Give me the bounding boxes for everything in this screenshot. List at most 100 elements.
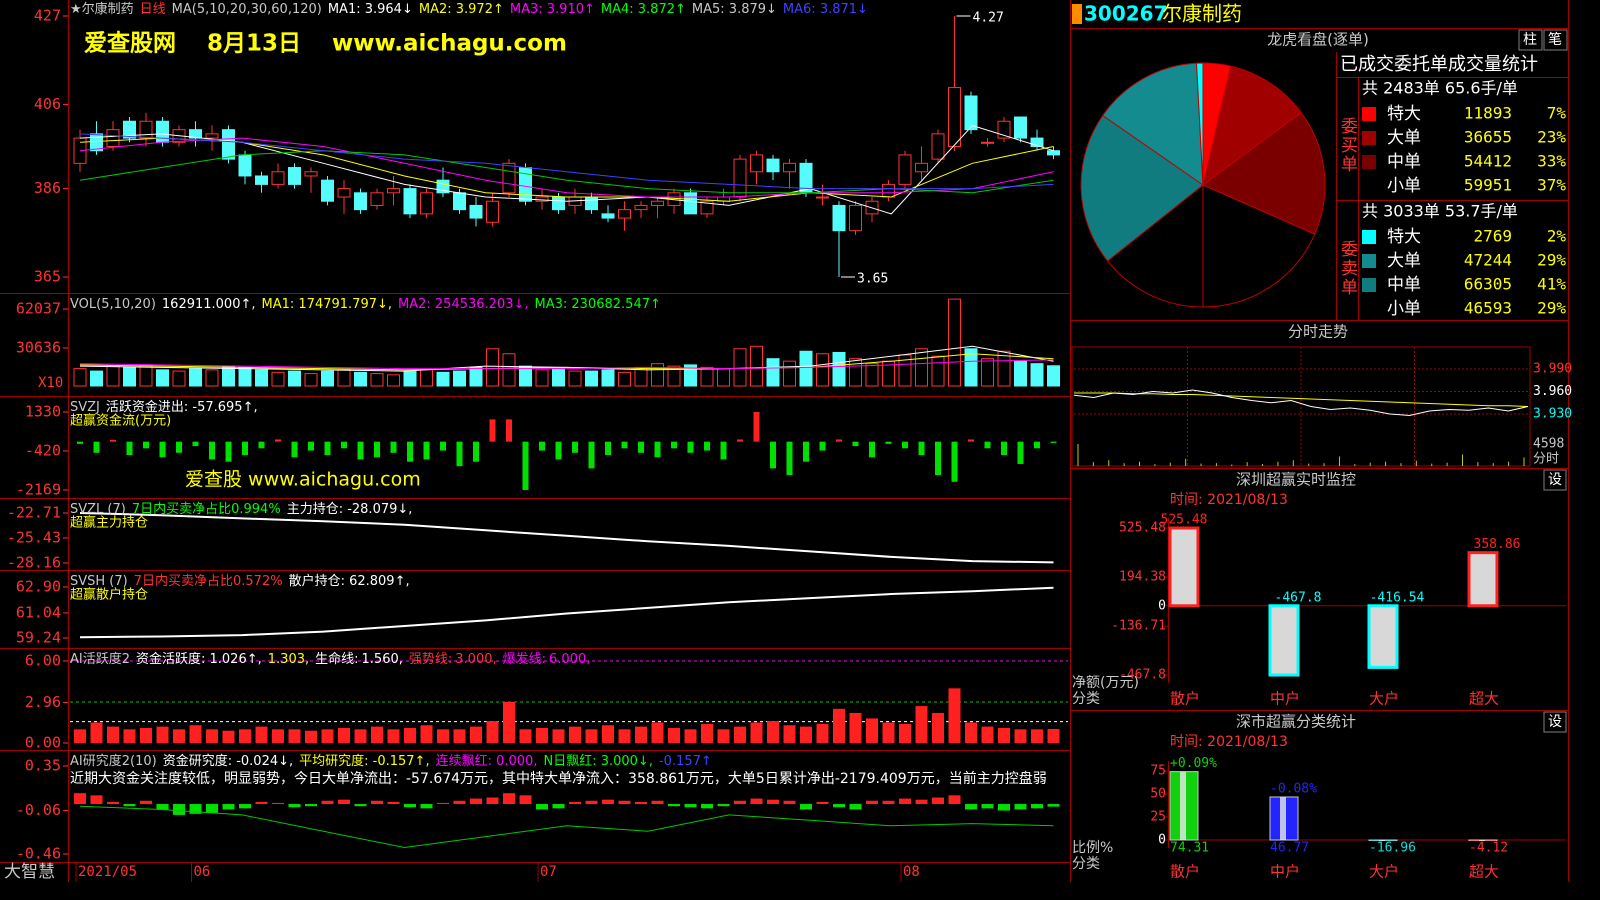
tab-button[interactable] xyxy=(1543,29,1568,51)
flow-bar xyxy=(209,441,215,460)
header-item: AI活跃度2 xyxy=(70,651,130,667)
flow-bar xyxy=(407,441,413,462)
candle-body xyxy=(1014,116,1027,139)
group-label: 委卖单 xyxy=(1337,240,1358,297)
y-tick-label: -28.16 xyxy=(7,554,61,572)
flow-bar xyxy=(423,441,430,460)
candle-body xyxy=(205,133,219,139)
research-bar xyxy=(239,804,251,809)
activity-bar xyxy=(288,729,301,743)
settings-button[interactable] xyxy=(1543,469,1567,491)
header-item: MA5: 3.879↓ xyxy=(692,2,777,17)
volume-bar xyxy=(832,351,846,387)
candle-body xyxy=(750,154,763,173)
research-bar xyxy=(899,798,911,805)
activity-bar xyxy=(816,723,829,743)
header-item: 1.303, xyxy=(268,652,309,667)
row-pct: 33% xyxy=(1537,152,1566,171)
settings-button[interactable] xyxy=(1543,711,1567,733)
volume-bar xyxy=(1047,365,1060,387)
research-bar xyxy=(552,804,565,809)
volume-bar xyxy=(915,348,928,387)
activity-bar xyxy=(602,725,614,743)
volume-bar xyxy=(997,350,1011,387)
activity-bar xyxy=(833,708,845,743)
settings-button-label[interactable]: 设 xyxy=(1548,714,1562,730)
research-bar xyxy=(750,798,763,805)
volume-bar xyxy=(816,353,829,387)
research-bar xyxy=(189,804,202,814)
header-item: 资金活跃度: 1.026↑, xyxy=(136,651,262,667)
tab-button-label[interactable]: 笔 xyxy=(1548,32,1562,48)
research-bar xyxy=(206,804,218,813)
row-volume: 54412 xyxy=(1464,152,1512,171)
research-bar xyxy=(651,800,664,805)
row-volume: 11893 xyxy=(1464,104,1512,123)
research-bar xyxy=(255,801,268,805)
section-title: 分时走势 xyxy=(1288,323,1348,341)
row-name: 特大 xyxy=(1387,227,1421,247)
activity-bar xyxy=(552,729,565,743)
activity-bar xyxy=(272,729,284,743)
volume-bar xyxy=(931,355,945,387)
row-volume: 2769 xyxy=(1473,227,1512,246)
ratio-value-label: -4.12 xyxy=(1469,841,1508,856)
flow-bar xyxy=(737,439,743,442)
y-tick-label: 75 xyxy=(1150,764,1166,779)
flow-bar xyxy=(473,441,479,462)
flow-bar xyxy=(902,441,908,449)
bar-value-label: -467.8 xyxy=(1275,590,1322,605)
candle-body xyxy=(222,129,235,160)
flow-bar xyxy=(1001,441,1007,456)
activity-bar xyxy=(189,725,202,743)
flow-bar xyxy=(572,441,578,453)
research-bar xyxy=(371,800,383,805)
tab-button-label[interactable]: 柱 xyxy=(1523,32,1537,48)
volume-bar xyxy=(73,368,87,387)
volume-bar xyxy=(552,368,565,387)
settings-button-label[interactable]: 设 xyxy=(1548,472,1562,488)
legend-swatch xyxy=(1362,107,1376,121)
activity-bar xyxy=(519,729,532,743)
research-bar xyxy=(783,800,796,805)
activity-bar xyxy=(140,727,152,743)
activity-bar xyxy=(651,722,664,743)
volume-bar xyxy=(304,373,318,387)
research-bar xyxy=(1031,804,1043,809)
candle-body xyxy=(370,192,384,206)
y-tick-label: 30636 xyxy=(16,338,61,356)
row-name: 特大 xyxy=(1387,104,1421,124)
legend-swatch xyxy=(1362,230,1376,244)
candle-body xyxy=(816,196,829,199)
flow-bar xyxy=(242,441,248,456)
net-bar xyxy=(1367,604,1399,669)
research-bar xyxy=(387,801,400,805)
panel-header: VOL(5,10,20) 162911.000↑, MA1: 174791.797↓… xyxy=(70,297,661,312)
activity-bar xyxy=(420,725,433,743)
header-item: MA2: 254536.203↓, xyxy=(398,297,529,312)
plot-area xyxy=(70,16,1068,849)
flow-bar xyxy=(984,441,991,449)
indicator-line xyxy=(79,359,1054,370)
flow-bar xyxy=(456,441,463,467)
group-label: 委买单 xyxy=(1337,117,1358,174)
activity-bar xyxy=(684,729,697,743)
ratio-value-label: 46.77 xyxy=(1270,841,1309,856)
candle-body xyxy=(238,154,252,177)
research-bar xyxy=(569,801,581,805)
header-item: AI研究度2(10) xyxy=(70,753,157,769)
activity-bar xyxy=(981,726,994,743)
y-tick-label: -25.43 xyxy=(7,528,61,546)
activity-bar xyxy=(932,712,944,743)
section-title: 深市超赢分类统计 xyxy=(1236,713,1356,731)
stock-icon xyxy=(1072,4,1082,24)
header-item: 活跃资金进出: -57.695↑, xyxy=(106,399,258,415)
volume-bar xyxy=(964,348,978,387)
row-name: 大单 xyxy=(1387,251,1421,271)
flow-bar xyxy=(918,441,925,456)
activity-bar xyxy=(239,729,251,743)
pie-slice xyxy=(1106,183,1204,308)
volume-bar xyxy=(354,371,367,387)
row-volume: 47244 xyxy=(1464,251,1512,270)
tab-button[interactable] xyxy=(1518,29,1543,51)
